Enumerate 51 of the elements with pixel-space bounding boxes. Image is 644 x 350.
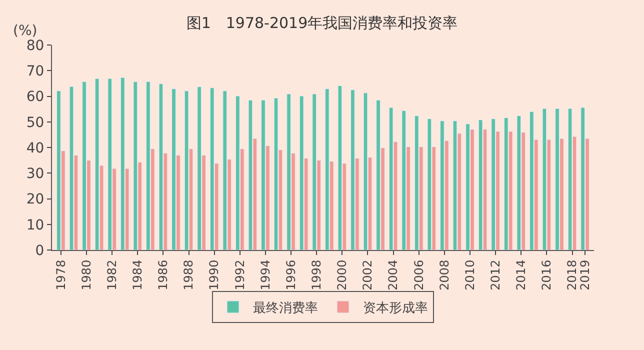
bar xyxy=(108,78,112,250)
bar xyxy=(427,118,432,250)
bar xyxy=(568,108,572,250)
x-tick-label: 1996 xyxy=(284,260,298,290)
x-tick-label: 1990 xyxy=(207,260,222,290)
x-tick-label: 2012 xyxy=(488,260,502,290)
bar xyxy=(222,90,228,250)
y-tick-label: 60 xyxy=(26,89,44,106)
x-tick-label: 1994 xyxy=(258,260,272,290)
y-tick-label: 0 xyxy=(35,242,44,259)
bar xyxy=(452,120,458,250)
x-tick-label: 1992 xyxy=(232,260,247,290)
x-tick-label: 1986 xyxy=(156,260,170,290)
x-tick-label: 1982 xyxy=(104,260,119,290)
bar xyxy=(516,115,522,250)
bar xyxy=(312,94,317,250)
x-tick-label: 2010 xyxy=(462,260,477,290)
y-tick-label: 40 xyxy=(26,140,44,156)
legend-label: 最终消费率 xyxy=(253,300,318,316)
y-axis-title: (%) xyxy=(13,23,38,39)
x-tick-label: 2018 xyxy=(565,260,580,290)
bar xyxy=(402,110,406,250)
x-tick-label: 1978 xyxy=(54,260,68,290)
y-tick-label: 30 xyxy=(26,166,44,182)
x-tick-label: 1984 xyxy=(130,260,145,290)
bar xyxy=(338,85,342,250)
legend-label: 资本形成率 xyxy=(363,300,428,316)
bar xyxy=(363,92,368,250)
x-tick-label: 2000 xyxy=(335,260,350,290)
bar xyxy=(248,100,253,250)
y-tick-label: 20 xyxy=(26,192,44,208)
bar xyxy=(133,81,138,250)
bar xyxy=(158,83,164,250)
x-tick-label: 1998 xyxy=(310,260,324,290)
x-tick-label: 2016 xyxy=(540,260,554,290)
x-tick-label: 2006 xyxy=(412,260,426,290)
x-tick-label: 2008 xyxy=(437,260,452,290)
bar xyxy=(274,98,278,250)
y-tick-label: 50 xyxy=(26,114,44,131)
x-tick-label: 1988 xyxy=(182,260,196,290)
y-tick-label: 10 xyxy=(26,217,44,234)
chart-title: 图1 1978-2019年我国消费率和投资率 xyxy=(186,14,458,32)
y-tick-label: 80 xyxy=(26,38,44,54)
y-tick-label: 70 xyxy=(26,64,44,80)
x-tick-label: 2019 xyxy=(578,260,592,290)
bar xyxy=(542,108,547,250)
x-tick-label: 2002 xyxy=(360,260,375,290)
bar xyxy=(69,86,74,250)
x-tick-label: 2004 xyxy=(386,260,400,290)
x-tick-label: 2014 xyxy=(514,260,528,290)
x-tick-label: 1980 xyxy=(79,260,94,290)
